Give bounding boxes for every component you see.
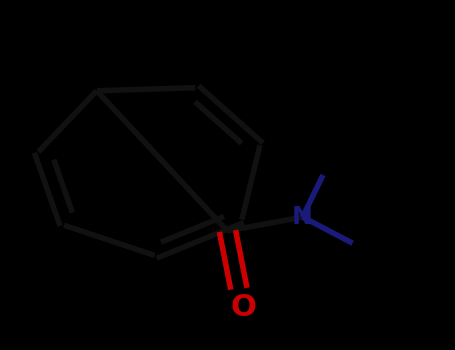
Text: N: N [292, 205, 313, 229]
Text: O: O [231, 294, 256, 322]
